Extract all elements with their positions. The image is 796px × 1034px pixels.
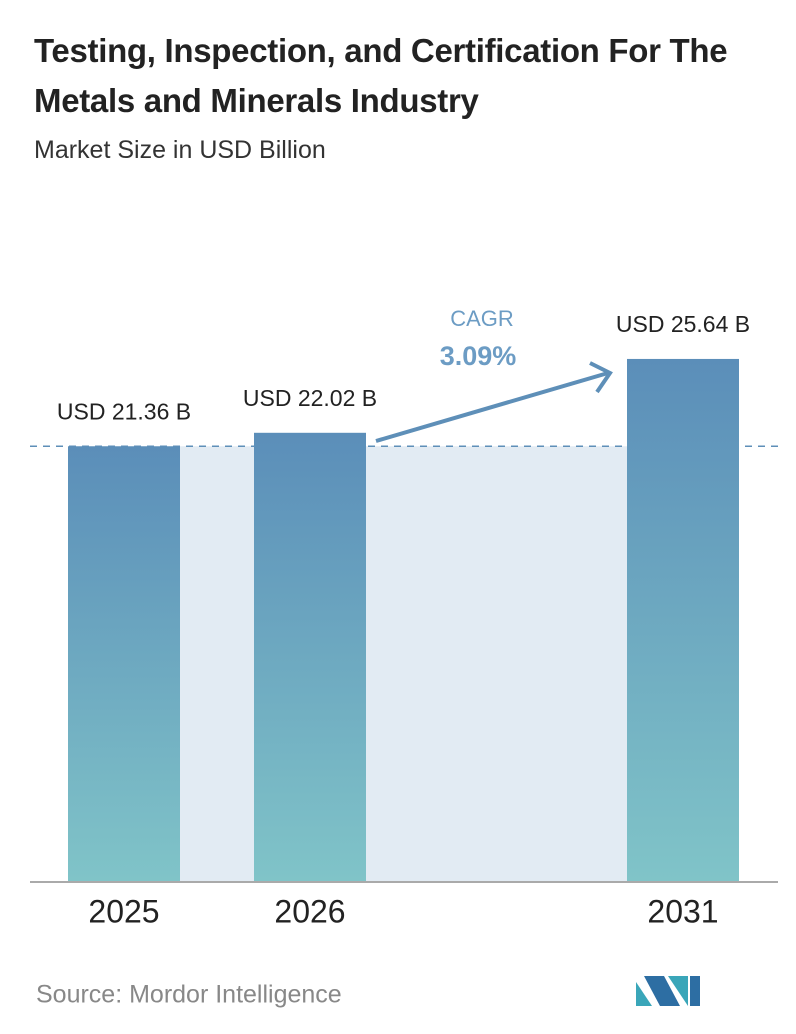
bar bbox=[627, 358, 739, 883]
cagr-label: CAGR bbox=[450, 306, 514, 331]
cagr-value: 3.09% bbox=[440, 341, 517, 371]
cagr-arrowhead bbox=[589, 361, 613, 394]
value-label: USD 25.64 B bbox=[616, 311, 750, 337]
x-tick-label: 2026 bbox=[274, 893, 345, 929]
shaded-region bbox=[180, 446, 627, 882]
cagr-arrow bbox=[375, 371, 609, 443]
logo bbox=[636, 976, 700, 1006]
chart-title: Testing, Inspection, and Certification F… bbox=[34, 32, 728, 119]
source: Source: Mordor Intelligence bbox=[36, 981, 342, 1009]
value-label: USD 22.02 B bbox=[243, 385, 377, 411]
bar bbox=[68, 446, 180, 882]
chart-subtitle: Market Size in USD Billion bbox=[34, 136, 326, 164]
value-label: USD 21.36 B bbox=[57, 398, 191, 424]
x-tick-label: 2031 bbox=[647, 893, 718, 929]
bar bbox=[254, 432, 366, 882]
x-tick-label: 2025 bbox=[88, 893, 159, 929]
